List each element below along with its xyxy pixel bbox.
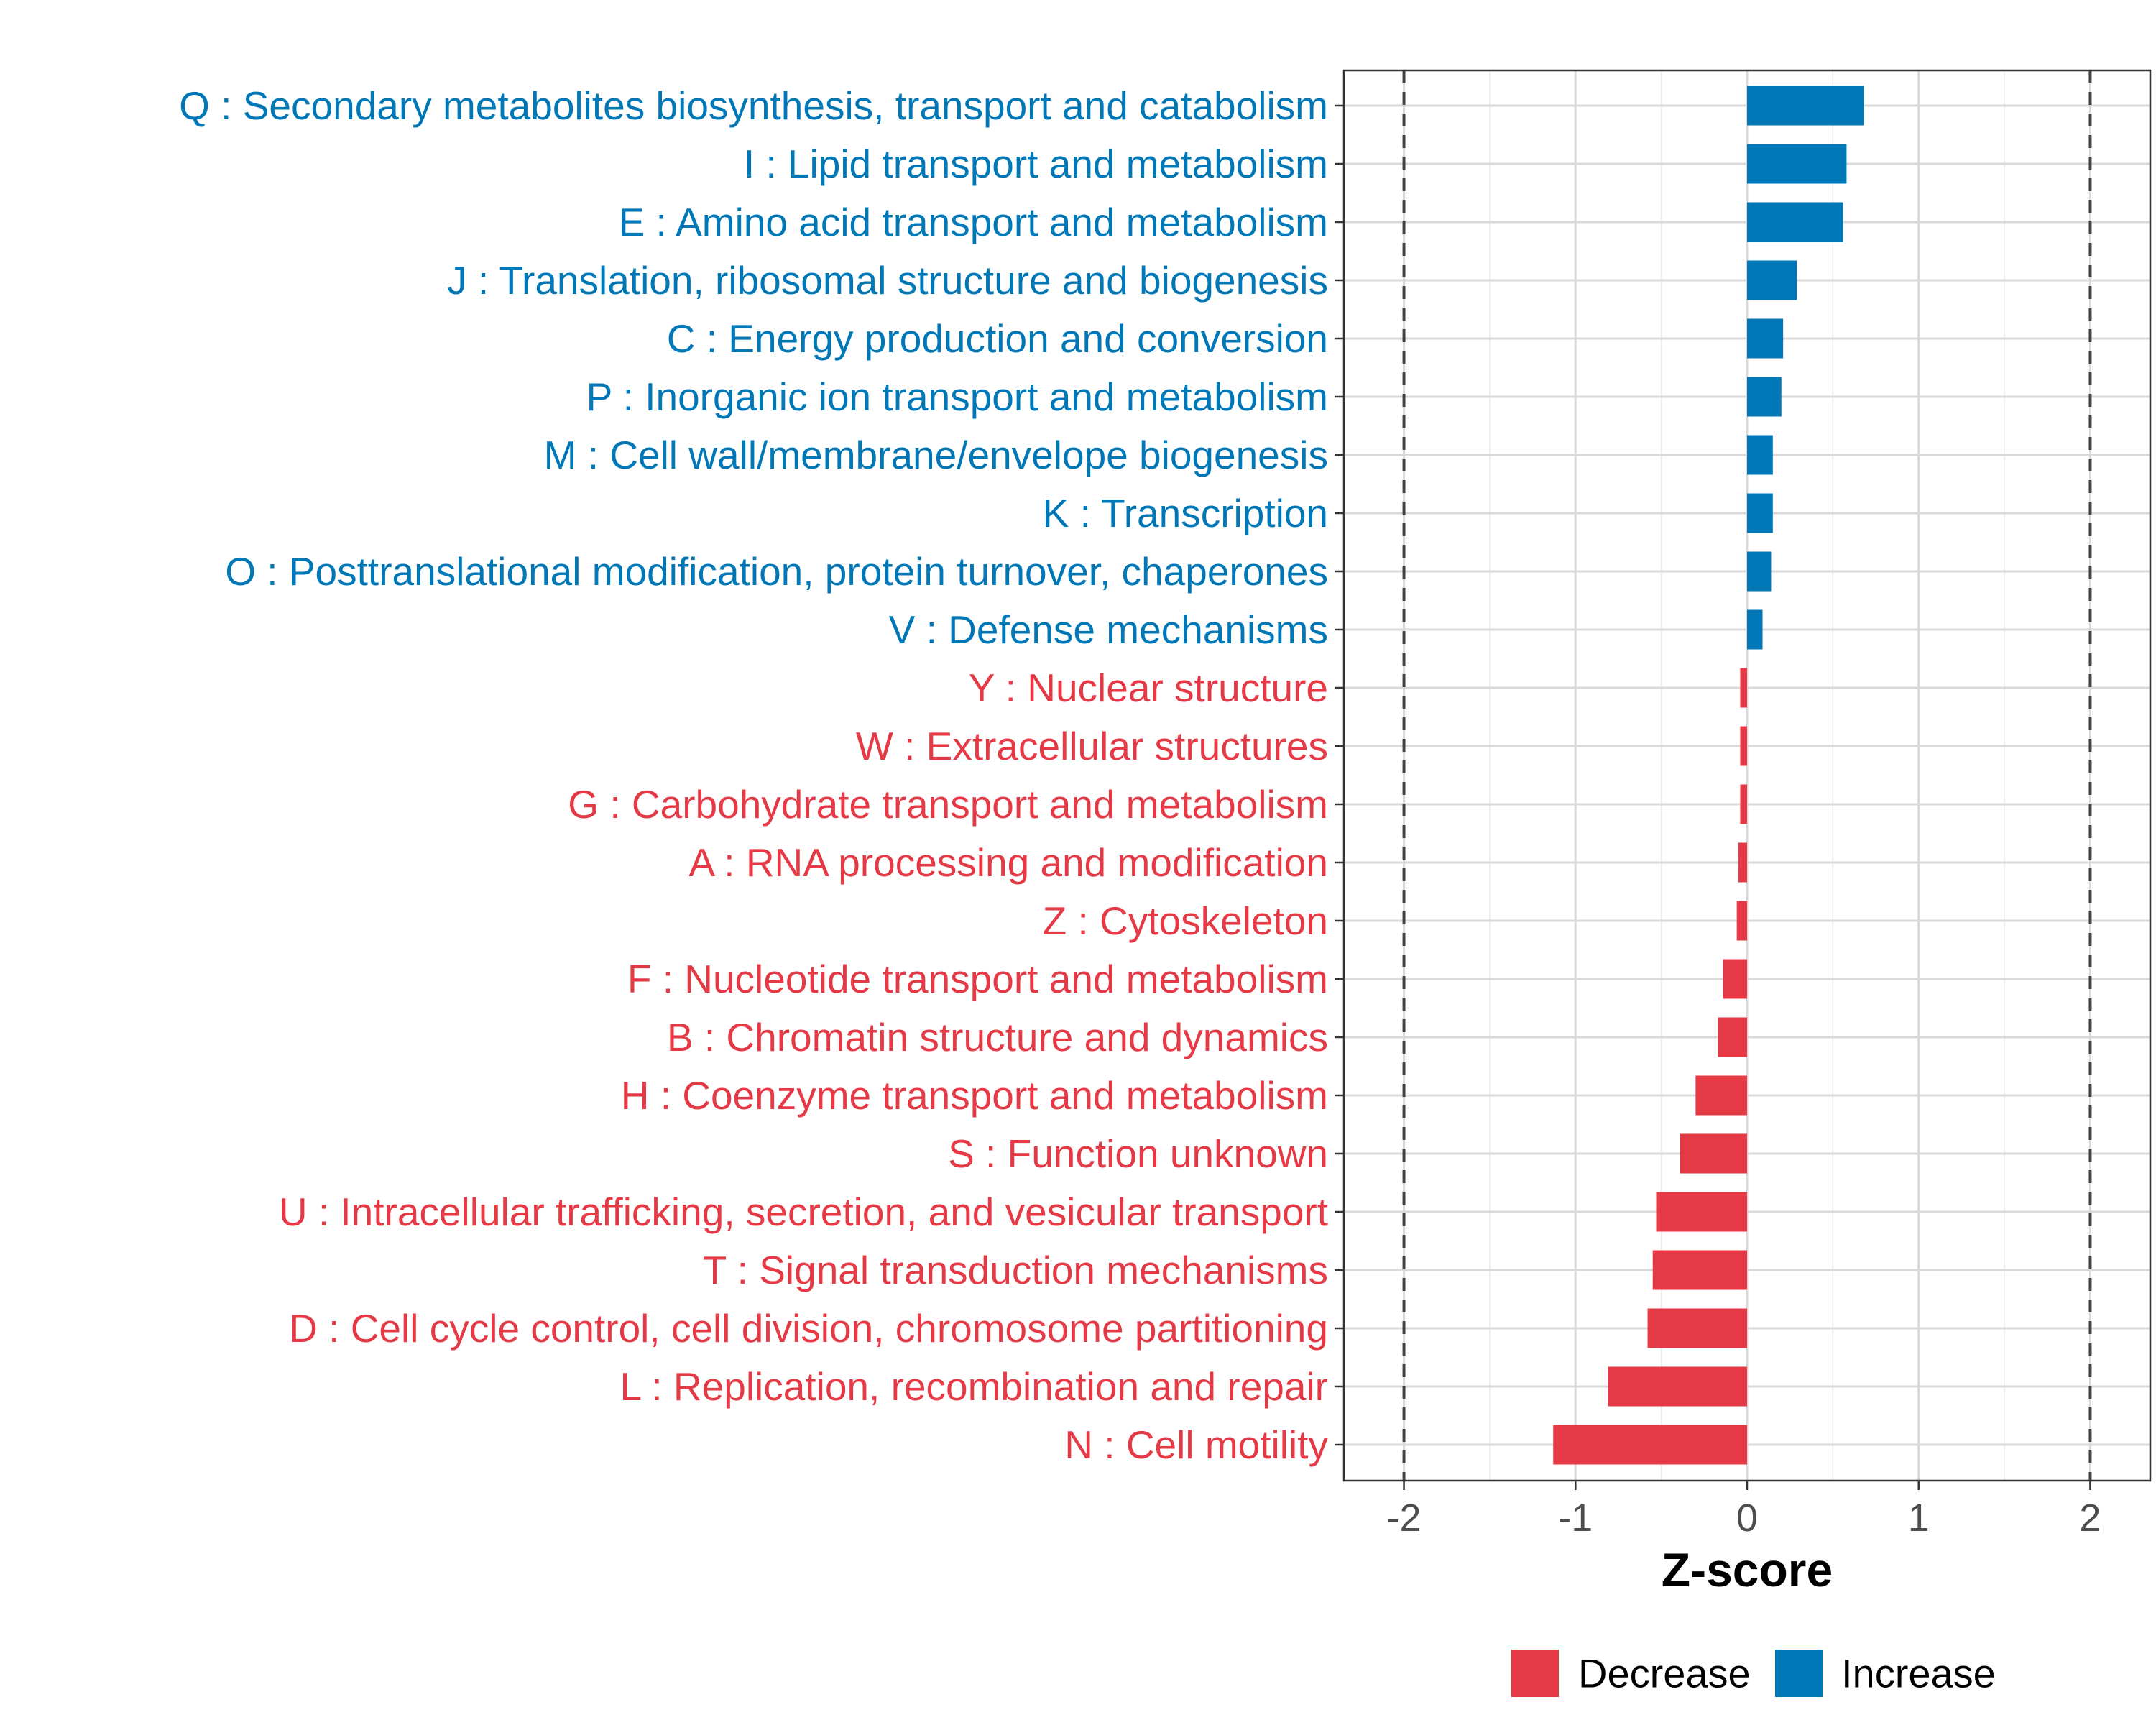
legend-key-decrease xyxy=(1511,1650,1559,1697)
bar-decrease xyxy=(1718,1017,1747,1057)
bar-decrease xyxy=(1723,959,1747,999)
x-tick-label: 1 xyxy=(1908,1496,1930,1540)
bar-increase xyxy=(1747,86,1864,126)
bar-increase xyxy=(1747,260,1797,300)
category-label: P : Inorganic ion transport and metaboli… xyxy=(586,374,1328,419)
bar-decrease xyxy=(1740,726,1747,766)
category-label: I : Lipid transport and metabolism xyxy=(744,142,1328,186)
x-tick-label: -1 xyxy=(1558,1496,1593,1540)
category-label: O : Posttranslational modification, prot… xyxy=(225,549,1328,594)
bar-decrease xyxy=(1740,784,1747,824)
bar-increase xyxy=(1747,144,1847,184)
category-label: U : Intracellular trafficking, secretion… xyxy=(279,1190,1328,1234)
bar-increase xyxy=(1747,377,1782,417)
category-label: D : Cell cycle control, cell division, c… xyxy=(289,1306,1328,1351)
bar-decrease xyxy=(1608,1366,1747,1407)
legend-label-increase: Increase xyxy=(1841,1651,1996,1696)
category-label: J : Translation, ribosomal structure and… xyxy=(447,258,1328,303)
category-label: K : Transcription xyxy=(1043,491,1328,535)
x-axis-ticks: -2 -1 0 1 2 xyxy=(1387,1481,2101,1540)
category-label: A : RNA processing and modification xyxy=(688,840,1328,885)
bar-decrease xyxy=(1656,1192,1747,1232)
bar-decrease xyxy=(1695,1075,1747,1116)
category-label: F : Nucleotide transport and metabolism xyxy=(627,957,1328,1001)
bar-decrease xyxy=(1736,901,1747,941)
reference-lines xyxy=(1402,70,2092,1481)
category-label: C : Energy production and conversion xyxy=(667,316,1328,361)
bar-increase xyxy=(1747,493,1773,533)
bar-decrease xyxy=(1738,842,1747,883)
x-tick-label: 0 xyxy=(1736,1496,1758,1540)
category-label: V : Defense mechanisms xyxy=(889,607,1328,652)
bar-increase xyxy=(1747,318,1784,359)
category-label: M : Cell wall/membrane/envelope biogenes… xyxy=(544,433,1328,477)
category-label: S : Function unknown xyxy=(948,1131,1328,1176)
category-label: W : Extracellular structures xyxy=(856,724,1328,768)
x-tick-label: 2 xyxy=(2079,1496,2101,1540)
x-tick-label: -2 xyxy=(1387,1496,1422,1540)
legend-key-increase xyxy=(1775,1650,1823,1697)
category-label: B : Chromatin structure and dynamics xyxy=(667,1015,1328,1059)
bar-layer xyxy=(1553,86,1864,1465)
category-label: E : Amino acid transport and metabolism xyxy=(619,200,1328,244)
legend-label-decrease: Decrease xyxy=(1578,1651,1751,1696)
category-label: N : Cell motility xyxy=(1064,1422,1328,1467)
bar-increase xyxy=(1747,610,1763,650)
bar-decrease xyxy=(1647,1308,1747,1348)
category-label: L : Replication, recombination and repai… xyxy=(620,1364,1328,1409)
category-label: Z : Cytoskeleton xyxy=(1043,898,1328,943)
bar-decrease xyxy=(1680,1133,1747,1174)
category-label: Y : Nuclear structure xyxy=(969,666,1328,710)
bar-decrease xyxy=(1740,668,1747,708)
bar-decrease xyxy=(1652,1250,1747,1290)
category-label: Q : Secondary metabolites biosynthesis, … xyxy=(179,83,1328,128)
category-label: H : Coenzyme transport and metabolism xyxy=(621,1073,1328,1118)
category-labels: Q : Secondary metabolites biosynthesis, … xyxy=(179,83,1328,1467)
bar-increase xyxy=(1747,551,1772,592)
legend: Decrease Increase xyxy=(1511,1650,1996,1697)
category-label: T : Signal transduction mechanisms xyxy=(703,1248,1328,1292)
x-axis-title: Z-score xyxy=(1662,1543,1833,1596)
y-tick-marks xyxy=(1335,104,1344,1446)
bar-increase xyxy=(1747,435,1773,475)
bar-decrease xyxy=(1553,1425,1747,1465)
bar-increase xyxy=(1747,202,1843,242)
category-label: G : Carbohydrate transport and metabolis… xyxy=(568,782,1328,827)
